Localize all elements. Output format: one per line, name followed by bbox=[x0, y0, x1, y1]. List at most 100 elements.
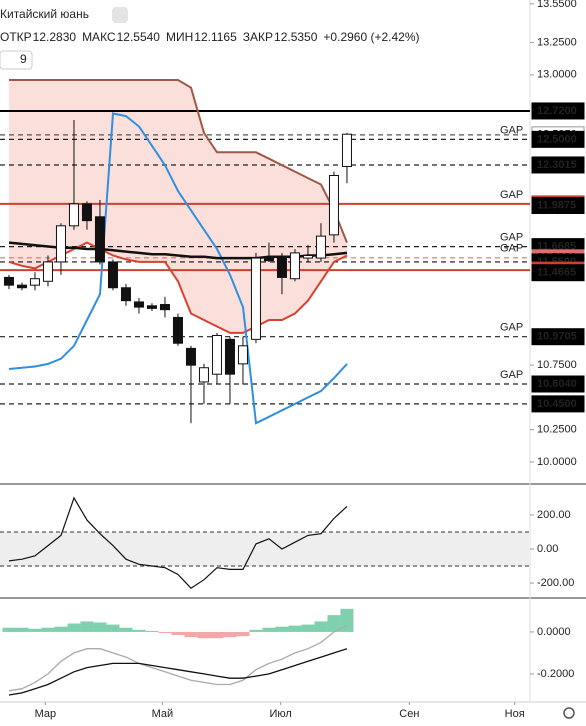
candle-body bbox=[341, 133, 352, 167]
histogram-bar bbox=[93, 622, 107, 632]
instrument-title: Китайский юань bbox=[0, 7, 89, 21]
histogram-bar bbox=[249, 629, 263, 632]
histogram-bar bbox=[236, 631, 250, 637]
histogram-bar bbox=[314, 621, 328, 632]
indicator-line bbox=[8, 648, 348, 696]
price-tag-label: 12.3015 bbox=[537, 159, 577, 171]
candle-body bbox=[68, 203, 79, 227]
candle-body bbox=[159, 304, 170, 311]
histogram-bar bbox=[145, 630, 159, 632]
y-tick-label: 200.00 bbox=[537, 509, 571, 521]
price-tag bbox=[531, 395, 585, 413]
candle-body bbox=[3, 276, 14, 286]
candle-body bbox=[29, 278, 40, 286]
histogram-bar bbox=[2, 627, 16, 632]
histogram-bar bbox=[327, 615, 341, 632]
histogram-bar bbox=[223, 631, 237, 638]
candle-body bbox=[276, 257, 287, 278]
toggle-button[interactable] bbox=[112, 7, 128, 23]
price-tag-label: 10.9705 bbox=[537, 331, 577, 343]
histogram-bar bbox=[54, 626, 68, 632]
histogram-bar bbox=[340, 608, 354, 632]
ohlc-info: 12.1165 bbox=[194, 30, 237, 44]
price-tag bbox=[531, 328, 585, 346]
x-tick-label: Сен bbox=[399, 708, 419, 720]
price-tag-label: 11.4665 bbox=[537, 267, 576, 279]
gap-label: GAP bbox=[500, 124, 523, 136]
histogram-bar bbox=[132, 629, 146, 632]
candle-body bbox=[289, 252, 300, 280]
candle-body bbox=[185, 347, 196, 366]
histogram-bar bbox=[158, 631, 172, 633]
histogram-bar bbox=[184, 631, 198, 638]
ohlc-info: +0.2960 (+2.42%) bbox=[323, 30, 419, 44]
candle-body bbox=[16, 284, 27, 289]
candle-body bbox=[237, 345, 248, 365]
y-tick-label: 10.2500 bbox=[537, 424, 577, 436]
candle-body bbox=[94, 216, 105, 263]
ohlc-info: МАКС bbox=[82, 30, 116, 44]
price-tag bbox=[531, 375, 585, 393]
candle-body bbox=[55, 225, 66, 263]
gap-label: GAP bbox=[500, 243, 523, 255]
indicator-line bbox=[9, 79, 348, 243]
candle-body bbox=[146, 305, 157, 309]
histogram-bar bbox=[28, 628, 42, 632]
ohlc-info: ЗАКР bbox=[243, 30, 273, 44]
candle-body bbox=[198, 367, 209, 383]
x-tick-label: Мар bbox=[35, 708, 57, 720]
price-tag-label: 11.9875 bbox=[537, 199, 576, 211]
x-tick-label: Ноя bbox=[505, 708, 525, 720]
price-tag-label: 10.4500 bbox=[537, 398, 577, 410]
y-tick-label: -200.00 bbox=[537, 577, 574, 589]
gap-label: GAP bbox=[500, 369, 523, 381]
y-tick-label: 10.0000 bbox=[537, 456, 577, 468]
candle-body bbox=[81, 203, 92, 222]
candle-body bbox=[42, 261, 53, 282]
candle-body bbox=[120, 287, 131, 302]
candle-body bbox=[315, 235, 326, 259]
price-tag bbox=[531, 102, 585, 120]
candle-body bbox=[250, 257, 261, 340]
neutral-band bbox=[0, 531, 530, 567]
ohlc-info: 12.2830 bbox=[33, 30, 77, 44]
price-tag bbox=[531, 156, 585, 174]
y-tick-label: 0.0000 bbox=[537, 626, 571, 638]
y-tick-label: -0.2000 bbox=[537, 668, 574, 680]
gap-label: GAP bbox=[500, 232, 523, 244]
ohlc-info: 12.5540 bbox=[117, 30, 161, 44]
y-tick-label: 10.7500 bbox=[537, 359, 577, 371]
gap-label: GAP bbox=[500, 189, 523, 201]
histogram-bar bbox=[275, 626, 289, 632]
histogram-bar bbox=[262, 627, 276, 632]
y-tick-label: 13.5500 bbox=[537, 0, 577, 10]
ohlc-info: МИН bbox=[166, 30, 193, 44]
candle-body bbox=[133, 301, 144, 308]
indicator-line bbox=[8, 625, 348, 692]
histogram-bar bbox=[210, 631, 224, 639]
price-tag-label: 10.6040 bbox=[537, 378, 577, 390]
histogram-bar bbox=[67, 623, 81, 632]
indicator-line bbox=[8, 496, 348, 589]
price-tag-label: 12.7200 bbox=[537, 105, 577, 117]
x-tick-label: Июл bbox=[269, 708, 291, 720]
settings-icon[interactable] bbox=[563, 707, 575, 719]
ohlc-info: 12.5350 bbox=[274, 30, 318, 44]
price-tag-label: 12.5000 bbox=[537, 133, 577, 145]
histogram-bar bbox=[288, 625, 302, 632]
indicator-badge[interactable] bbox=[0, 50, 33, 70]
candle-body bbox=[224, 338, 235, 375]
histogram-bar bbox=[171, 631, 185, 636]
histogram-bar bbox=[119, 627, 133, 632]
candle-body bbox=[302, 254, 313, 259]
histogram-bar bbox=[301, 624, 315, 632]
indicator-line bbox=[8, 112, 348, 425]
histogram-bar bbox=[15, 627, 29, 632]
price-tag bbox=[531, 196, 585, 214]
candle-body bbox=[263, 257, 274, 262]
candle-body bbox=[172, 316, 183, 344]
candle-body bbox=[107, 261, 118, 289]
price-tag bbox=[531, 130, 585, 148]
y-tick-label: 0.00 bbox=[537, 543, 558, 555]
